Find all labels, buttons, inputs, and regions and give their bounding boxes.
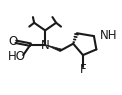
Polygon shape [45, 45, 62, 52]
Text: N: N [41, 39, 50, 52]
Text: F: F [80, 63, 86, 76]
Text: HO: HO [8, 50, 26, 63]
Text: NH: NH [99, 29, 117, 42]
Text: O: O [9, 35, 18, 48]
